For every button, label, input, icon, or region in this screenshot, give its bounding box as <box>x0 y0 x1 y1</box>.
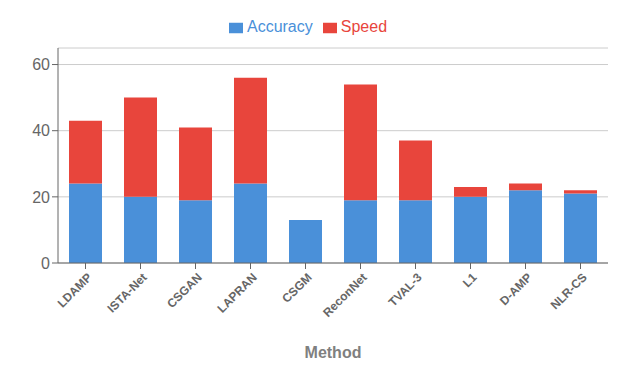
svg-text:TVAL-3: TVAL-3 <box>386 270 425 309</box>
svg-text:NLR-CS: NLR-CS <box>548 270 590 312</box>
svg-text:LAPRAN: LAPRAN <box>214 270 259 315</box>
svg-text:Method: Method <box>305 344 362 361</box>
svg-text:ISTA-Net: ISTA-Net <box>105 270 150 315</box>
svg-text:20: 20 <box>32 189 50 206</box>
html-text:Speed: Speed <box>340 18 387 35</box>
svg-text:0: 0 <box>41 255 50 272</box>
html-text:Accuracy: Accuracy <box>247 18 313 35</box>
svg-text:L1: L1 <box>460 270 480 290</box>
svg-text:CSGM: CSGM <box>279 270 314 305</box>
svg-text:ReconNet: ReconNet <box>320 270 370 320</box>
svg-text:60: 60 <box>32 56 50 73</box>
svg-text:LDAMP: LDAMP <box>55 270 95 310</box>
svg-text:40: 40 <box>32 122 50 139</box>
svg-text:CSGAN: CSGAN <box>164 270 205 311</box>
svg-text:D-AMP: D-AMP <box>497 270 535 308</box>
